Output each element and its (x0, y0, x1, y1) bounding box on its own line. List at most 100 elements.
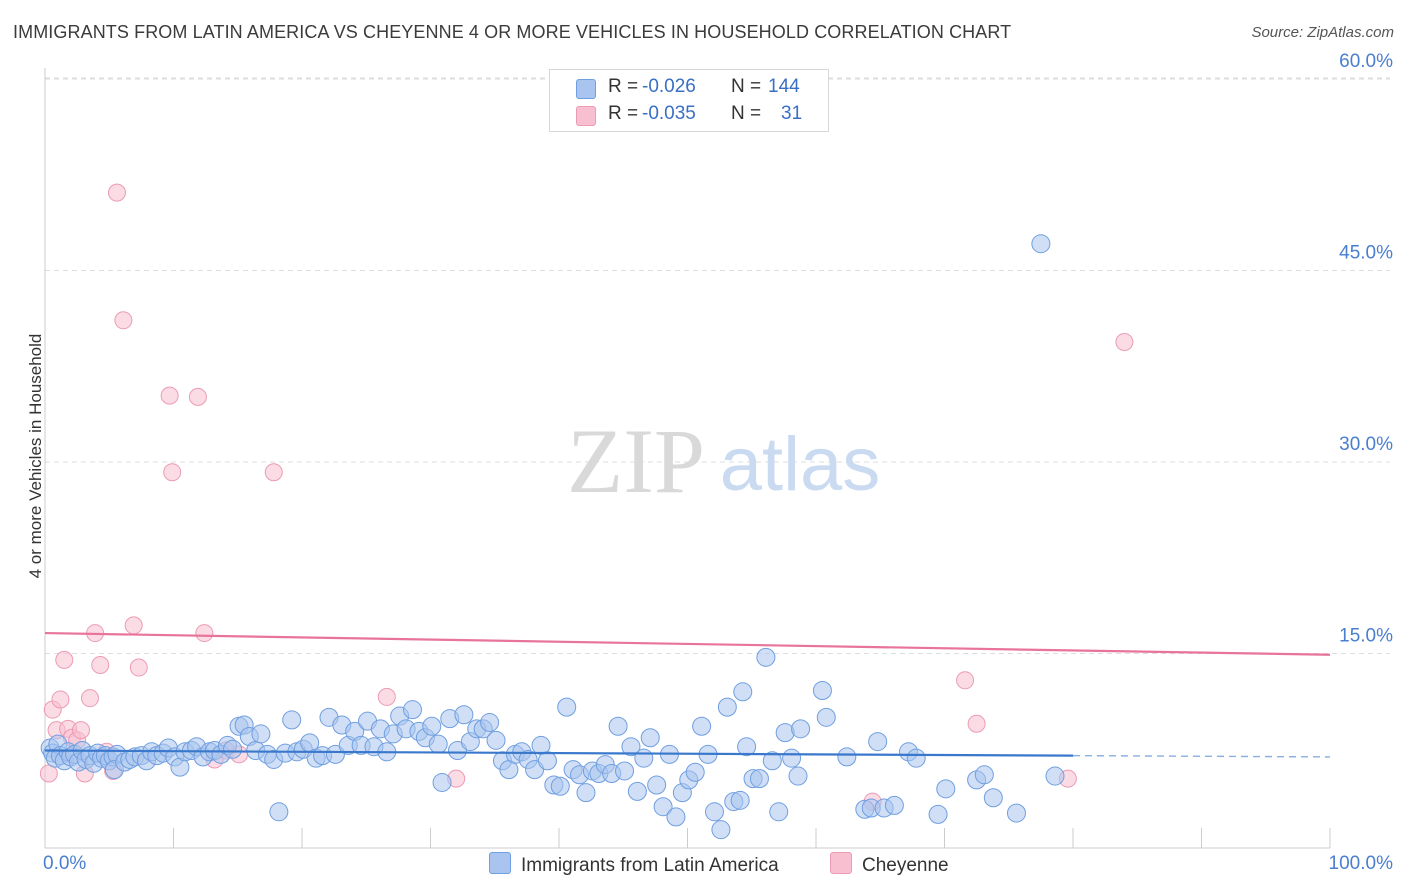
latin-america-point (704, 802, 724, 822)
r-label: R = (608, 103, 639, 124)
latin-america-point (812, 681, 832, 701)
latin-america-point (653, 797, 673, 817)
source-credit: Source: ZipAtlas.com (1251, 24, 1394, 41)
latin-america-point (692, 716, 712, 736)
latin-america-point (486, 730, 506, 750)
latin-america-point (868, 732, 888, 752)
latin-america-point (837, 747, 857, 767)
latin-america-point (634, 748, 654, 768)
latin-america-point (756, 647, 776, 667)
latin-america-point (282, 710, 302, 730)
latin-america-point (223, 739, 243, 759)
cheyenne-point (114, 311, 133, 330)
latin-america-point (769, 802, 789, 822)
cheyenne-point (188, 387, 207, 406)
latin-america-point (928, 804, 948, 824)
cheyenne-point (160, 386, 179, 405)
latin-america-point (615, 761, 635, 781)
grid-lines (45, 77, 1390, 654)
cheyenne-point (967, 714, 986, 733)
latin-america-point (608, 716, 628, 736)
latin-america-point (791, 719, 811, 739)
latin-america-point (936, 779, 956, 799)
cheyenne-point (80, 689, 99, 708)
cheyenne-trend-line (44, 631, 1331, 656)
latin-america-point (733, 682, 753, 702)
latin-america-point (906, 748, 926, 768)
x-tick-label: 100.0% (1329, 853, 1394, 874)
latin-america-point (974, 765, 994, 785)
latin-america-point (454, 705, 474, 725)
blue-swatch (576, 79, 596, 99)
n-label: N = (731, 103, 762, 124)
n-label: N = (731, 76, 762, 97)
cheyenne-point (195, 624, 214, 643)
cheyenne-swatch (830, 852, 852, 874)
legend-row-pink: R = -0.035 N = 31 (550, 101, 828, 127)
cheyenne-point (91, 655, 110, 674)
legend-entry-cheyenne: Cheyenne (830, 852, 949, 877)
latin-america-point (480, 712, 500, 732)
cheyenne-point (163, 463, 182, 482)
watermark-atlas: atlas (720, 422, 881, 507)
legend-row-blue: R = -0.026 N = 144 (550, 74, 828, 100)
latin-america-trend-extension (1072, 754, 1331, 758)
latin-america-point (1031, 234, 1051, 254)
latin-america-point (576, 783, 596, 803)
zipatlas-watermark: ZIP atlas (567, 410, 880, 512)
latin-america-point (647, 775, 667, 795)
latin-america-point (711, 820, 731, 840)
latin-america-point (1006, 803, 1026, 823)
chart-title: IMMIGRANTS FROM LATIN AMERICA VS CHEYENN… (13, 22, 1012, 42)
y-axis-label: 4 or more Vehicles in Household (26, 333, 45, 579)
y-tick-label: 60.0% (1339, 51, 1393, 72)
r-value: -0.026 (642, 76, 696, 97)
cheyenne-point (55, 650, 74, 669)
cheyenne-point (71, 721, 90, 740)
cheyenne-point (129, 658, 148, 677)
latin-america-point (762, 751, 782, 771)
cheyenne-point (124, 616, 143, 635)
watermark-zip: ZIP (567, 410, 705, 512)
latin-america-point (403, 700, 423, 720)
latin-america-point (884, 795, 904, 815)
latin-america-point (432, 772, 452, 792)
legend-entry-latin-america: Immigrants from Latin America (489, 852, 779, 877)
latin-america-point (666, 807, 686, 827)
latin-america-point (730, 790, 750, 810)
pink-swatch (576, 106, 596, 126)
tick-labels: 15.0% 30.0% 45.0% 60.0% 0.0% 100.0% (43, 51, 1393, 874)
y-tick-label: 15.0% (1339, 626, 1393, 647)
latin-america-point (788, 766, 808, 786)
y-tick-label: 30.0% (1339, 434, 1393, 455)
latin-america-point (621, 737, 641, 757)
n-value: 144 (768, 76, 800, 97)
latin-america-point (640, 728, 660, 748)
r-value: -0.035 (642, 103, 696, 124)
y-tick-label: 45.0% (1339, 243, 1393, 264)
latin-america-point (749, 769, 769, 789)
latin-america-points (40, 234, 1065, 840)
latin-america-point (550, 776, 570, 796)
latin-america-point (983, 788, 1003, 808)
cheyenne-point (956, 671, 975, 690)
legend-label: Cheyenne (862, 855, 949, 876)
latin-america-point (717, 697, 737, 717)
latin-america-point (816, 707, 836, 727)
axes (44, 68, 1331, 849)
latin-america-point (422, 716, 442, 736)
legend-label: Immigrants from Latin America (521, 855, 779, 876)
n-value: 31 (781, 103, 803, 124)
latin-america-point (557, 697, 577, 717)
cheyenne-point (377, 687, 396, 706)
latin-america-point (269, 802, 289, 822)
latin-america-point (537, 751, 557, 771)
cheyenne-point (107, 183, 126, 202)
correlation-legend: R = -0.026 N = 144 R = -0.035 N = 31 (549, 69, 829, 132)
trend-lines (44, 631, 1331, 758)
latin-america-swatch (489, 852, 511, 874)
latin-america-point (737, 737, 757, 757)
latin-america-point (428, 734, 448, 754)
x-tick-label: 0.0% (43, 853, 86, 874)
